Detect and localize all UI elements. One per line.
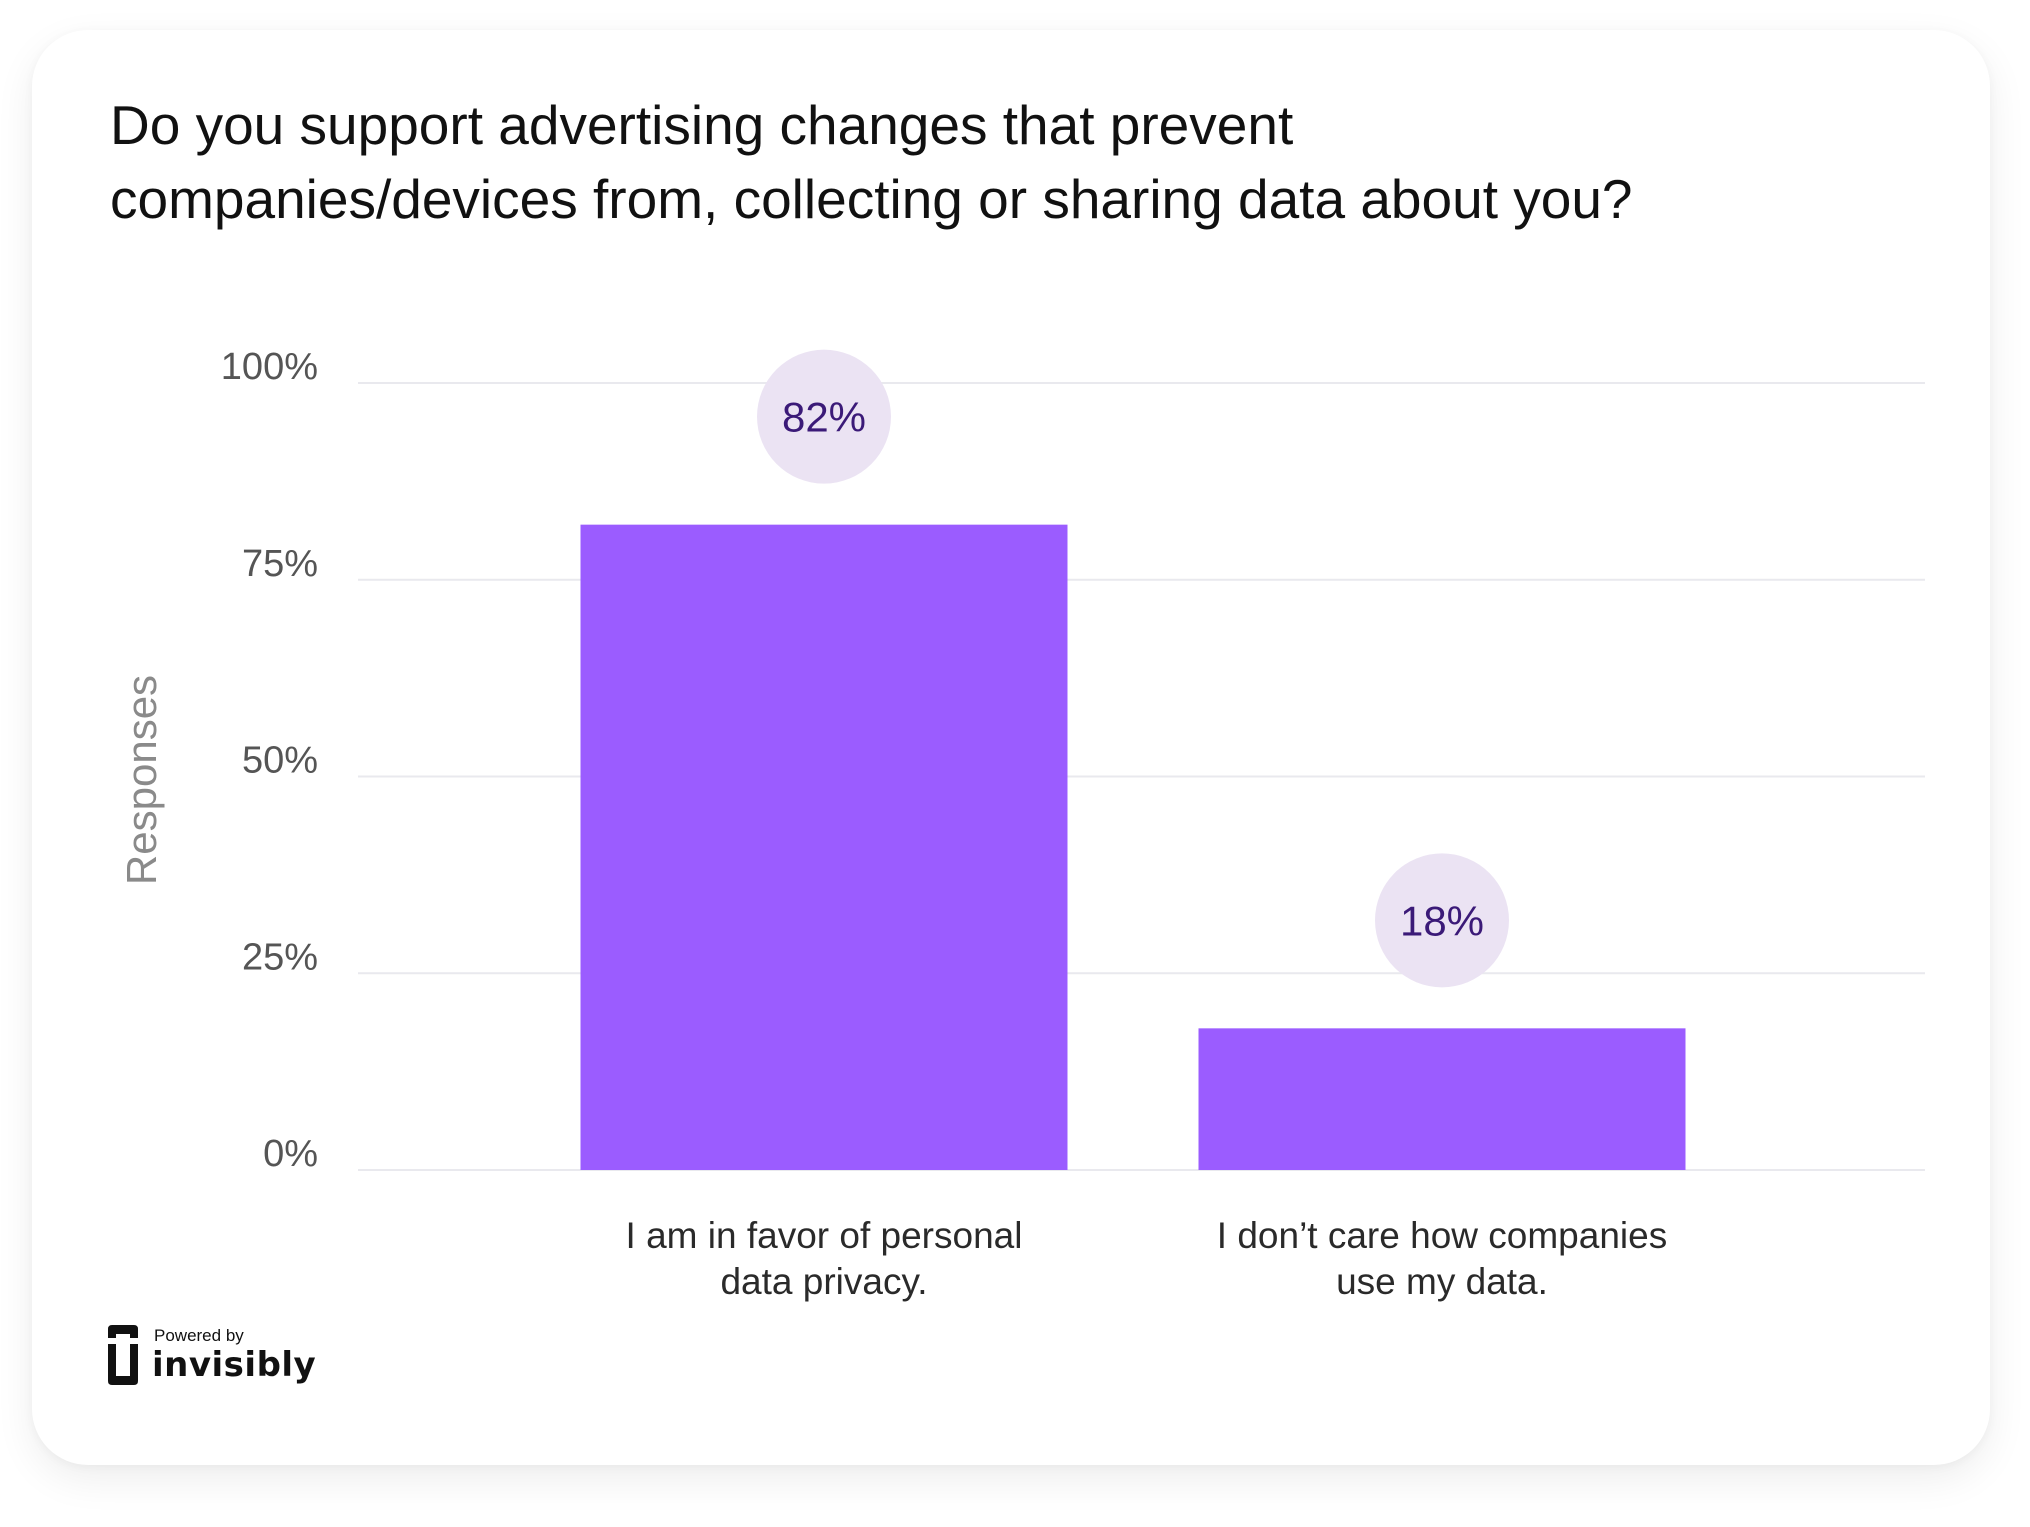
bar [1198,1028,1686,1170]
y-axis-title: Responses [118,675,165,885]
chart-title-line-1: Do you support advertising changes that … [110,94,1294,156]
x-tick-label: I am in favor of personal [626,1215,1023,1256]
data-labels: 82% 18% [757,349,1509,988]
y-axis-ticks: 0% 25% 50% 75% 100% [221,346,318,1175]
x-axis-labels: I am in favor of personal data privacy. I … [626,1215,1668,1302]
brand-name: invisibly [152,1345,317,1385]
data-label: 18% [1400,897,1484,944]
y-tick-label: 100% [221,346,318,388]
y-tick-label: 0% [263,1133,318,1175]
y-tick-label: 25% [242,936,318,978]
bars [580,524,1686,1170]
y-tick-label: 50% [242,740,318,782]
invisibly-logo-icon [108,1325,138,1385]
y-tick-label: 75% [242,543,318,585]
powered-by-brand: Powered by invisibly [108,1325,368,1387]
chart-title: Do you support advertising changes that … [110,88,1910,236]
chart-title-line-2: companies/devices from, collecting or sh… [110,168,1633,230]
powered-by-text: Powered by [154,1326,244,1345]
data-label-badge [1375,853,1509,988]
data-label-badge [757,349,891,484]
x-tick-label: use my data. [1336,1261,1548,1302]
bar [580,524,1068,1170]
x-tick-label: I don’t care how companies [1217,1215,1667,1256]
data-label: 82% [782,394,866,441]
x-tick-label: data privacy. [720,1261,927,1302]
